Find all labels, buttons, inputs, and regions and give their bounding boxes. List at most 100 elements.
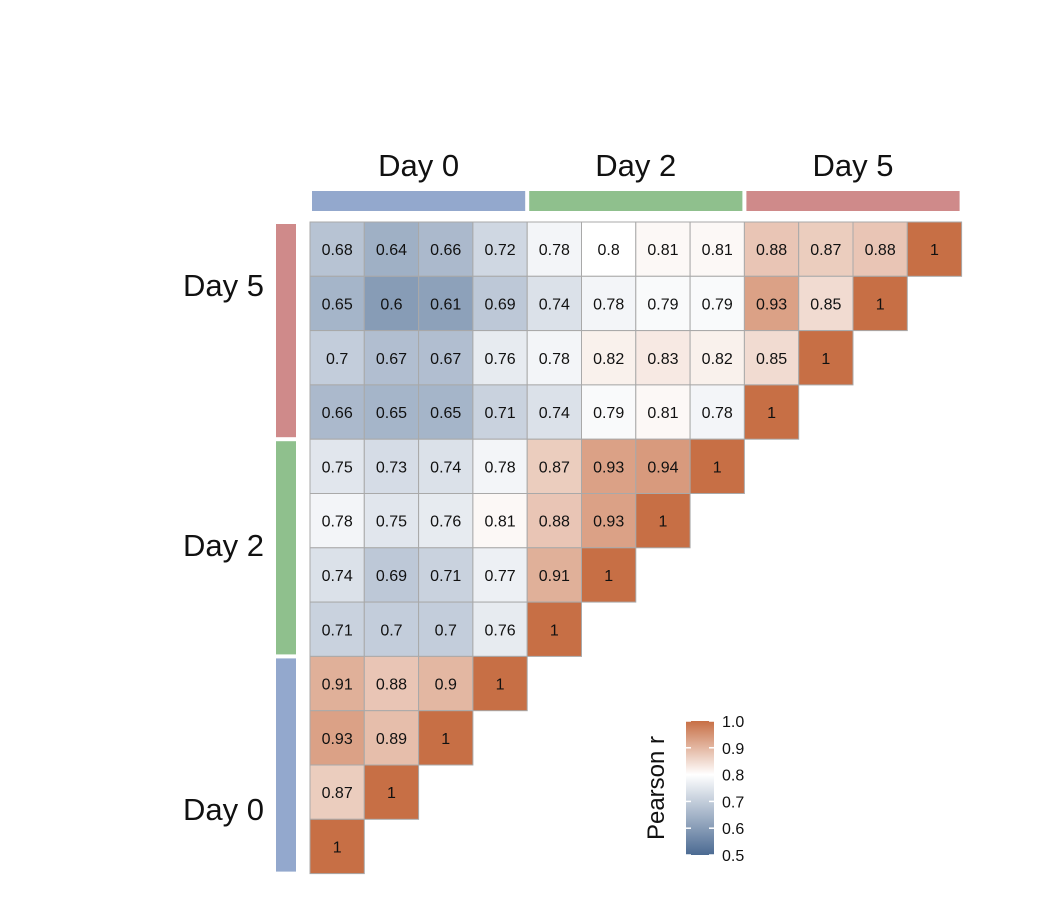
heatmap-cell: 0.76 [472, 601, 528, 657]
heatmap-cell-label: 0.71 [430, 568, 461, 585]
heatmap-cell-label: 0.71 [322, 622, 353, 639]
heatmap-cell: 0.78 [472, 438, 528, 495]
column-group-label: Day 5 [813, 148, 894, 183]
heatmap-cell: 0.82 [581, 330, 637, 386]
heatmap-cell: 1 [418, 710, 474, 766]
heatmap-cell: 0.9 [418, 655, 474, 712]
column-group-bar [529, 191, 743, 211]
heatmap-cell-rect [363, 547, 420, 603]
heatmap-cell-label: 0.88 [539, 514, 570, 531]
heatmap-cell-label: 0.85 [810, 296, 841, 313]
heatmap-cell: 1 [363, 764, 420, 820]
legend-tick-label: 0.9 [722, 741, 744, 758]
heatmap-cell: 0.67 [363, 330, 420, 386]
heatmap-cell-label: 0.91 [539, 568, 570, 585]
heatmap-cell: 1 [798, 330, 854, 386]
heatmap-cell-rect [309, 655, 365, 712]
heatmap-cell-label: 0.75 [376, 514, 407, 531]
heatmap-cell-rect [743, 384, 800, 440]
heatmap-cell-label: 1 [658, 514, 667, 531]
row-group-bar [276, 224, 296, 438]
heatmap-cell-label: 0.78 [539, 351, 570, 368]
heatmap-cell: 0.78 [309, 493, 365, 549]
column-group-bar [312, 191, 526, 211]
heatmap-cell-label: 0.61 [430, 296, 461, 313]
heatmap-cell: 0.66 [309, 384, 365, 440]
heatmap-cell: 0.78 [689, 384, 745, 440]
heatmap-cell-rect [309, 764, 365, 820]
heatmap-cell: 0.88 [852, 221, 908, 277]
legend-tick-label: 0.5 [722, 848, 744, 865]
heatmap-cell: 1 [689, 438, 745, 495]
heatmap-cell-label: 0.76 [484, 622, 515, 639]
legend-title: Pearson r [643, 736, 670, 840]
row-group-label: Day 0 [183, 792, 264, 827]
heatmap-cell: 0.81 [472, 493, 528, 549]
heatmap-cell-label: 0.93 [322, 731, 353, 748]
heatmap-cell-label: 1 [496, 677, 505, 694]
row-group-bar [276, 441, 296, 655]
heatmap-cell-label: 0.93 [593, 459, 624, 476]
heatmap-cell: 1 [906, 221, 963, 277]
legend-tick-label: 0.6 [722, 821, 744, 838]
legend-color-bar [686, 721, 714, 855]
heatmap-cell: 1 [743, 384, 800, 440]
heatmap-cell-rect [418, 438, 474, 495]
heatmap-cell-rect [798, 221, 854, 277]
heatmap-cell-label: 0.94 [647, 459, 678, 476]
heatmap-cell-rect [472, 601, 528, 657]
heatmap-cell: 0.74 [418, 438, 474, 495]
row-group-label: Day 2 [183, 528, 264, 563]
heatmap-cell: 0.85 [743, 330, 800, 386]
heatmap-cell: 0.64 [363, 221, 420, 277]
heatmap-cell: 0.93 [581, 493, 637, 549]
heatmap-cell: 1 [526, 601, 583, 657]
heatmap-cell: 0.67 [418, 330, 474, 386]
heatmap-cell-label: 0.78 [593, 296, 624, 313]
heatmap-cell: 0.81 [635, 221, 691, 277]
heatmap-cell-label: 0.91 [322, 677, 353, 694]
heatmap-cell-label: 0.78 [702, 405, 733, 422]
heatmap-cell-label: 1 [930, 242, 939, 259]
heatmap-cell: 0.91 [309, 655, 365, 712]
heatmap-cell-rect [363, 764, 420, 820]
heatmap-cell-label: 0.7 [435, 622, 457, 639]
heatmap-cell-rect [363, 330, 420, 386]
heatmap-cell-label: 0.81 [647, 242, 678, 259]
heatmap-cell: 1 [472, 655, 528, 712]
heatmap-cell: 0.72 [472, 221, 528, 277]
heatmap-cell: 0.69 [472, 275, 528, 332]
heatmap-cell-rect [418, 493, 474, 549]
heatmap-cell: 0.8 [581, 221, 637, 277]
heatmap-cell-rect [472, 330, 528, 386]
heatmap-cell-rect [472, 547, 528, 603]
heatmap-cell-label: 0.72 [484, 242, 515, 259]
heatmap-cell: 0.75 [309, 438, 365, 495]
heatmap-cell-label: 0.76 [430, 514, 461, 531]
heatmap-cell: 0.71 [418, 547, 474, 603]
heatmap-cell-label: 0.85 [756, 351, 787, 368]
heatmap-cell-label: 0.87 [539, 459, 570, 476]
heatmap-cell-rect [418, 601, 474, 657]
heatmap-cell-label: 0.9 [435, 677, 457, 694]
heatmap-cell: 0.87 [798, 221, 854, 277]
legend-tick-label: 0.8 [722, 768, 744, 785]
heatmap-cell-rect [309, 818, 365, 875]
heatmap-cell-rect [581, 330, 637, 386]
heatmap-cell-rect [581, 221, 637, 277]
heatmap-cell: 0.6 [363, 275, 420, 332]
heatmap-cell-label: 0.64 [376, 242, 407, 259]
heatmap-cell-label: 0.6 [380, 296, 402, 313]
heatmap-cell: 1 [852, 275, 908, 332]
heatmap-cell-rect [526, 438, 583, 495]
legend-tick-label: 1.0 [722, 714, 744, 731]
heatmap-cell: 0.78 [526, 330, 583, 386]
heatmap-cell-rect [526, 330, 583, 386]
heatmap-cell-label: 0.88 [376, 677, 407, 694]
heatmap-cell: 0.87 [309, 764, 365, 820]
heatmap-cell-rect [309, 438, 365, 495]
heatmap-cell-label: 0.82 [702, 351, 733, 368]
heatmap-cell-rect [526, 601, 583, 657]
heatmap-cell-rect [581, 438, 637, 495]
